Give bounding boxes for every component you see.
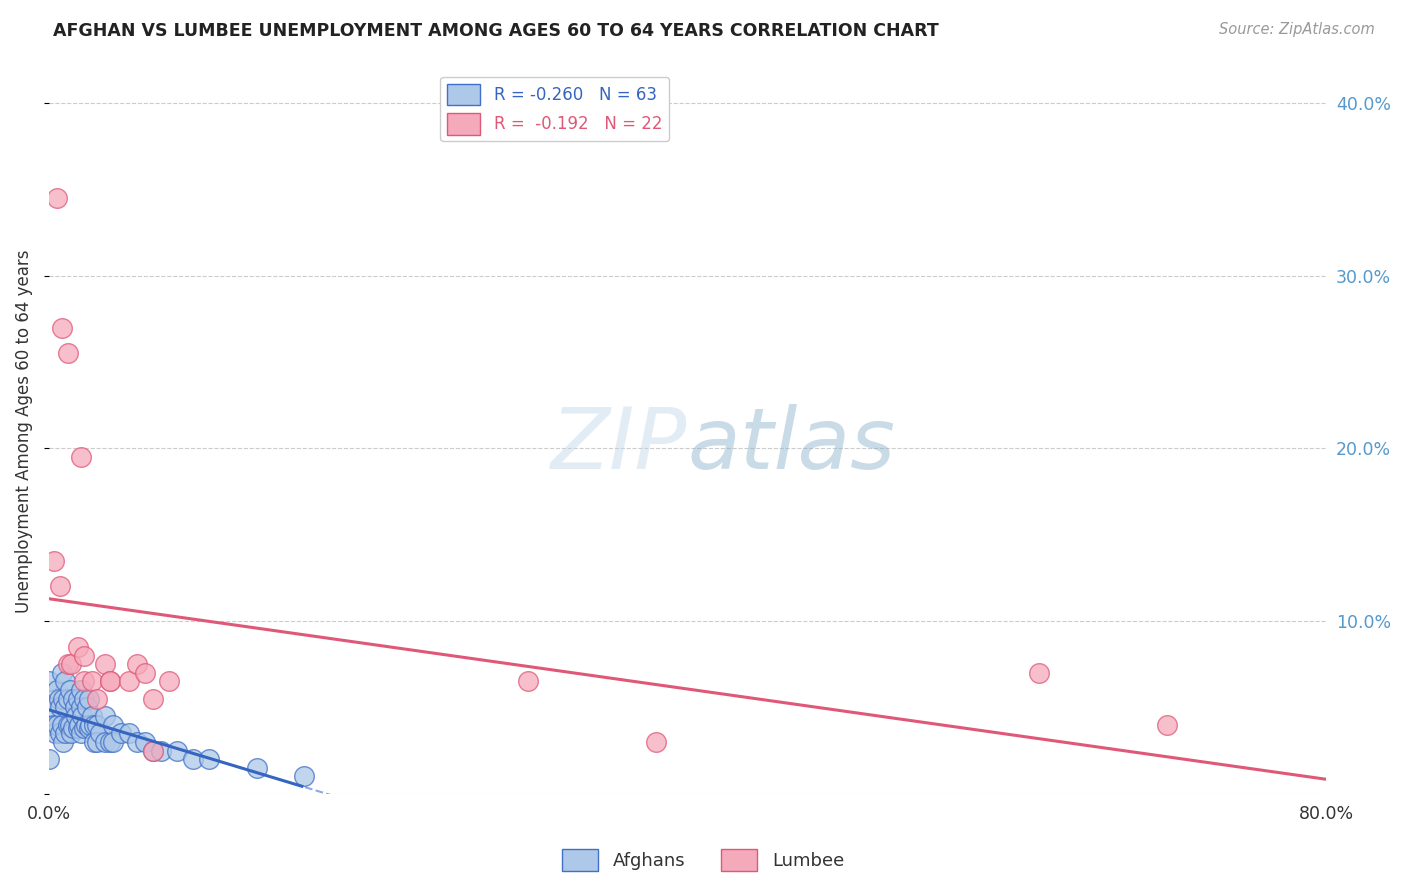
Point	[53, 674, 76, 689]
Point	[142, 743, 165, 757]
Point	[181, 752, 204, 766]
Point	[70, 726, 93, 740]
Point	[41, 700, 63, 714]
Point	[118, 674, 141, 689]
Point	[94, 657, 117, 672]
Point	[70, 683, 93, 698]
Point	[77, 691, 100, 706]
Point	[98, 735, 121, 749]
Point	[157, 674, 180, 689]
Point	[149, 743, 172, 757]
Point	[53, 700, 76, 714]
Point	[51, 320, 73, 334]
Point	[142, 743, 165, 757]
Point	[80, 674, 103, 689]
Text: atlas: atlas	[688, 404, 896, 487]
Point	[56, 657, 79, 672]
Point	[79, 717, 101, 731]
Point	[52, 735, 75, 749]
Point	[125, 735, 148, 749]
Point	[110, 726, 132, 740]
Point	[48, 691, 70, 706]
Point	[49, 700, 72, 714]
Point	[118, 726, 141, 740]
Point	[134, 735, 156, 749]
Point	[51, 717, 73, 731]
Text: Source: ZipAtlas.com: Source: ZipAtlas.com	[1219, 22, 1375, 37]
Point	[70, 700, 93, 714]
Point	[83, 717, 105, 731]
Point	[94, 735, 117, 749]
Point	[1156, 717, 1178, 731]
Point	[46, 683, 69, 698]
Point	[52, 691, 75, 706]
Text: AFGHAN VS LUMBEE UNEMPLOYMENT AMONG AGES 60 TO 64 YEARS CORRELATION CHART: AFGHAN VS LUMBEE UNEMPLOYMENT AMONG AGES…	[53, 22, 939, 40]
Point	[134, 665, 156, 680]
Point	[101, 735, 124, 749]
Text: ZIP: ZIP	[551, 404, 688, 487]
Point	[44, 726, 66, 740]
Point	[86, 735, 108, 749]
Point	[53, 726, 76, 740]
Point	[60, 726, 83, 740]
Point	[38, 717, 60, 731]
Point	[67, 717, 90, 731]
Y-axis label: Unemployment Among Ages 60 to 64 years: Unemployment Among Ages 60 to 64 years	[15, 250, 32, 613]
Point	[63, 700, 86, 714]
Point	[98, 674, 121, 689]
Point	[98, 674, 121, 689]
Point	[42, 717, 65, 731]
Point	[70, 450, 93, 464]
Point	[142, 691, 165, 706]
Point	[46, 717, 69, 731]
Point	[1028, 665, 1050, 680]
Legend: Afghans, Lumbee: Afghans, Lumbee	[555, 842, 851, 879]
Point	[76, 700, 98, 714]
Point	[66, 640, 89, 654]
Point	[56, 717, 79, 731]
Point	[73, 691, 96, 706]
Point	[66, 691, 89, 706]
Point	[77, 721, 100, 735]
Point	[166, 743, 188, 757]
Point	[516, 674, 538, 689]
Legend: R = -0.260   N = 63, R =  -0.192   N = 22: R = -0.260 N = 63, R = -0.192 N = 22	[440, 77, 669, 141]
Point	[75, 717, 97, 731]
Point	[197, 752, 219, 766]
Point	[62, 691, 84, 706]
Point	[49, 726, 72, 740]
Point	[59, 683, 82, 698]
Point	[73, 721, 96, 735]
Point	[245, 761, 267, 775]
Point	[94, 709, 117, 723]
Point	[644, 735, 666, 749]
Point	[42, 553, 65, 567]
Point	[38, 674, 60, 689]
Point	[86, 691, 108, 706]
Point	[73, 648, 96, 663]
Point	[38, 752, 60, 766]
Point	[56, 691, 79, 706]
Point	[86, 717, 108, 731]
Point	[46, 191, 69, 205]
Point	[56, 346, 79, 360]
Point	[294, 769, 316, 783]
Point	[89, 726, 111, 740]
Point	[60, 657, 83, 672]
Point	[66, 721, 89, 735]
Point	[62, 721, 84, 735]
Point	[73, 674, 96, 689]
Point	[49, 579, 72, 593]
Point	[83, 735, 105, 749]
Point	[80, 709, 103, 723]
Point	[59, 717, 82, 731]
Point	[51, 665, 73, 680]
Point	[65, 709, 87, 723]
Point	[101, 717, 124, 731]
Point	[72, 709, 94, 723]
Point	[125, 657, 148, 672]
